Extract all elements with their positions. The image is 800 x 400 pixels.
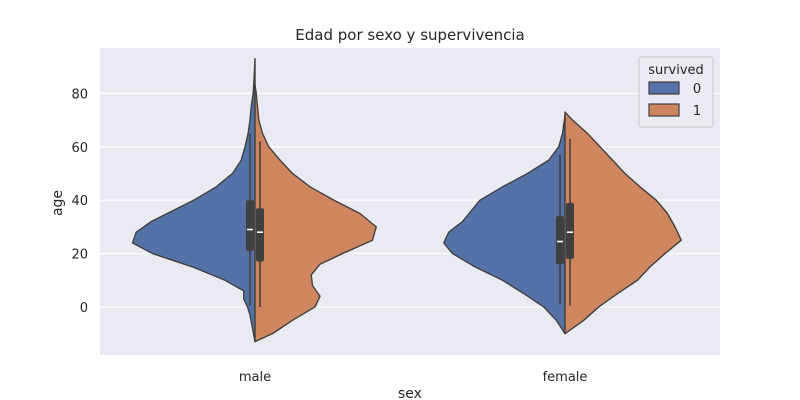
y-tick-label: 20 bbox=[71, 248, 88, 263]
y-tick-label: 80 bbox=[71, 87, 88, 102]
x-tick-labels: male female bbox=[239, 370, 588, 385]
legend-swatch-0 bbox=[648, 81, 680, 95]
iqr-box-male-survived-1 bbox=[256, 208, 264, 262]
iqr-box-female-survived-0 bbox=[556, 216, 564, 265]
y-tick-label: 0 bbox=[80, 301, 88, 316]
iqr-box-male-survived-0 bbox=[246, 200, 254, 251]
y-axis-label: age bbox=[50, 190, 66, 216]
violin-female-survived-0 bbox=[443, 114, 566, 335]
x-axis-label: sex bbox=[398, 386, 422, 400]
y-tick-label: 40 bbox=[71, 194, 88, 209]
y-tick-label: 60 bbox=[71, 141, 88, 156]
chart-title: Edad por sexo y supervivencia bbox=[295, 26, 524, 44]
violin-male-survived-1 bbox=[254, 84, 377, 343]
violin-male-survived-0 bbox=[131, 57, 256, 343]
legend-title: survived bbox=[648, 63, 704, 78]
legend: survived 0 1 bbox=[638, 56, 714, 128]
legend-label-0: 0 bbox=[693, 82, 701, 97]
y-tick-labels: 0 20 40 60 80 bbox=[71, 87, 88, 316]
violins bbox=[131, 57, 682, 343]
legend-label-1: 1 bbox=[693, 104, 701, 119]
x-tick-label-female: female bbox=[543, 370, 588, 385]
iqr-box-female-survived-1 bbox=[566, 202, 574, 259]
violin-female-survived-1 bbox=[564, 111, 682, 335]
inner-boxes bbox=[246, 133, 574, 307]
x-tick-label-male: male bbox=[239, 370, 271, 385]
legend-swatch-1 bbox=[648, 103, 680, 117]
